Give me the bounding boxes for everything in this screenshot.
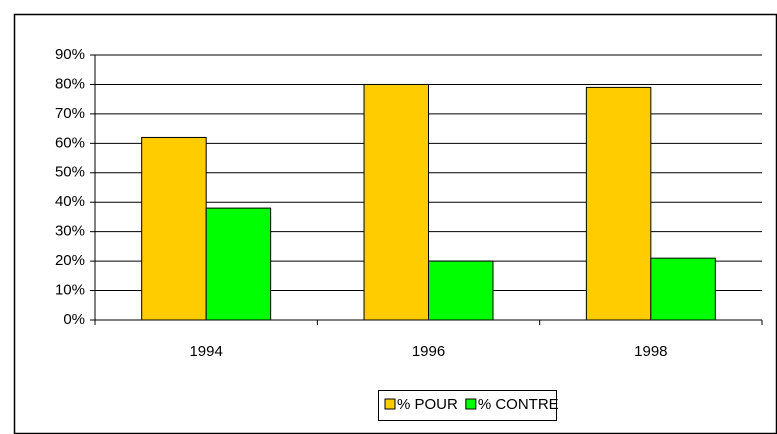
y-tick-label: 0% bbox=[63, 311, 85, 328]
x-tick-label: 1994 bbox=[189, 343, 222, 360]
y-tick-label: 90% bbox=[55, 46, 85, 63]
y-tick-label: 10% bbox=[55, 282, 85, 299]
legend-box bbox=[378, 390, 557, 421]
x-tick-label: 1998 bbox=[634, 343, 667, 360]
bar bbox=[363, 83, 430, 321]
y-tick-label: 20% bbox=[55, 252, 85, 269]
y-tick-label: 70% bbox=[55, 105, 85, 122]
y-tick-label: 80% bbox=[55, 75, 85, 92]
bar bbox=[650, 257, 716, 321]
bar bbox=[205, 207, 272, 321]
legend-swatch bbox=[384, 398, 396, 410]
x-tick-label: 1996 bbox=[412, 343, 445, 360]
legend-label: % CONTRE bbox=[478, 396, 559, 413]
y-tick-label: 50% bbox=[55, 164, 85, 181]
bar bbox=[141, 136, 207, 321]
y-tick-label: 40% bbox=[55, 193, 85, 210]
y-tick-label: 30% bbox=[55, 223, 85, 240]
legend-swatch bbox=[465, 398, 477, 410]
bar bbox=[428, 260, 494, 321]
y-tick-label: 60% bbox=[55, 134, 85, 151]
bar bbox=[585, 86, 652, 321]
legend-label: % POUR bbox=[397, 396, 458, 413]
